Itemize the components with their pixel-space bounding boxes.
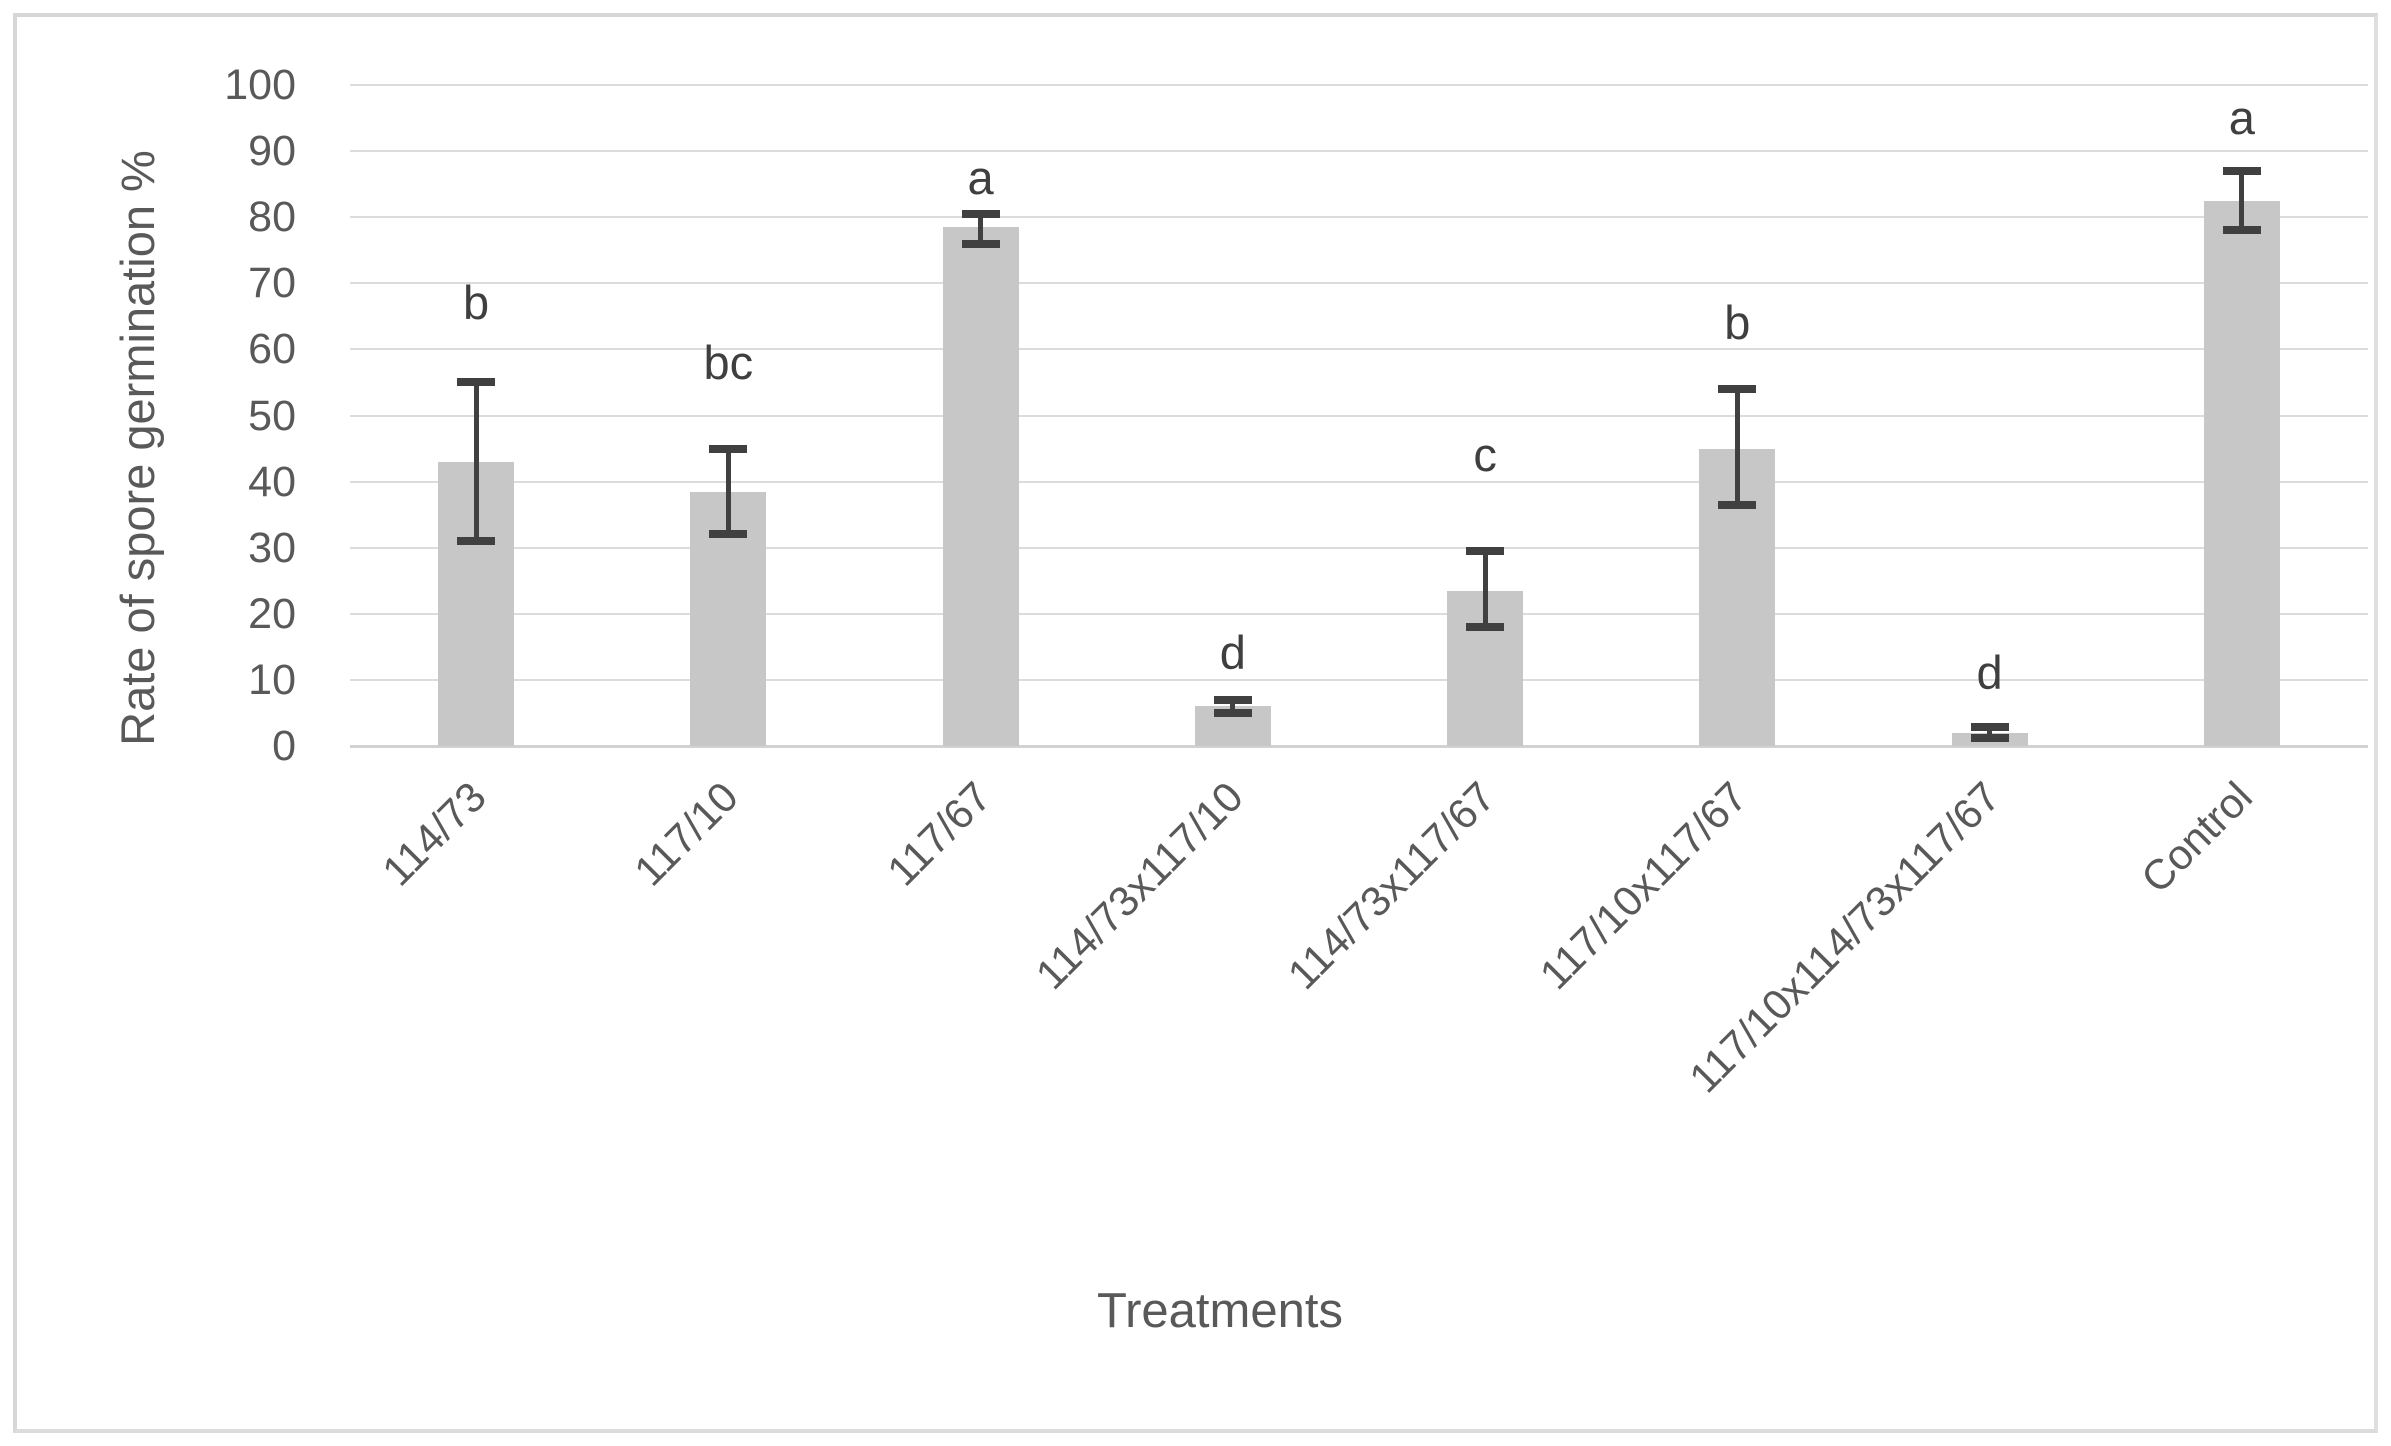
gridline: [350, 84, 2368, 86]
error-bar-top-cap: [709, 444, 748, 453]
gridline: [350, 480, 2368, 483]
y-tick-label: 80: [248, 193, 296, 242]
significance-letter: a: [967, 150, 994, 204]
error-bar-top-cap: [1466, 547, 1505, 555]
x-axis-line: [350, 745, 2368, 748]
significance-letter: b: [463, 276, 490, 330]
error-bar-top-cap: [1718, 385, 1757, 394]
y-tick-label: 50: [248, 391, 296, 440]
error-bar-bottom-cap: [457, 537, 496, 546]
bar-Control: [2203, 200, 2280, 746]
plot-area: b bc a d c b d a: [350, 84, 2368, 748]
significance-letter: bc: [703, 335, 754, 389]
gridline: [350, 678, 2368, 681]
figure-border: [13, 13, 2378, 1433]
significance-letter: c: [1473, 428, 1497, 482]
error-bar-bottom-cap: [1213, 708, 1252, 717]
y-tick-label: 70: [248, 259, 296, 308]
x-axis-title: Treatments: [1097, 1284, 1343, 1338]
gridline: [350, 612, 2368, 615]
error-bar: [1734, 389, 1740, 505]
error-bar-top-cap: [961, 209, 1000, 218]
error-bar-top-cap: [2222, 166, 2261, 175]
gridline: [350, 546, 2368, 549]
error-bar: [1987, 727, 1993, 739]
significance-letter: b: [1724, 295, 1751, 349]
significance-letter: d: [1976, 646, 2003, 700]
y-tick-label: 0: [272, 722, 296, 770]
error-bar-bottom-cap: [1718, 500, 1757, 509]
error-bar: [725, 448, 731, 535]
y-tick-label: 90: [248, 127, 296, 176]
error-bar: [978, 213, 984, 244]
gridline: [350, 414, 2368, 417]
y-tick-label: 60: [248, 325, 296, 374]
y-tick-label: 20: [248, 589, 296, 638]
error-bar: [473, 382, 479, 542]
error-bar-bottom-cap: [1466, 623, 1505, 632]
y-tick-label: 10: [248, 655, 296, 704]
error-bar: [2239, 170, 2245, 231]
error-bar: [1230, 699, 1236, 713]
error-bar-bottom-cap: [2222, 226, 2261, 235]
error-bar-top-cap: [457, 378, 496, 387]
error-bar-bottom-cap: [1970, 734, 2009, 743]
y-tick-label: 40: [248, 457, 296, 506]
gridline: [350, 282, 2368, 285]
significance-letter: d: [1219, 626, 1246, 680]
bar-117/67: [942, 227, 1019, 746]
gridline: [350, 216, 2368, 219]
error-bar-bottom-cap: [709, 530, 748, 539]
gridline: [350, 348, 2368, 351]
error-bar-bottom-cap: [961, 239, 1000, 248]
y-tick-label: 30: [248, 523, 296, 572]
error-bar-top-cap: [1213, 695, 1252, 704]
y-tick-label: 100: [224, 61, 296, 109]
error-bar: [1482, 551, 1488, 627]
gridline: [350, 150, 2368, 153]
significance-letter: a: [2228, 91, 2255, 145]
error-bar-top-cap: [1970, 723, 2009, 732]
